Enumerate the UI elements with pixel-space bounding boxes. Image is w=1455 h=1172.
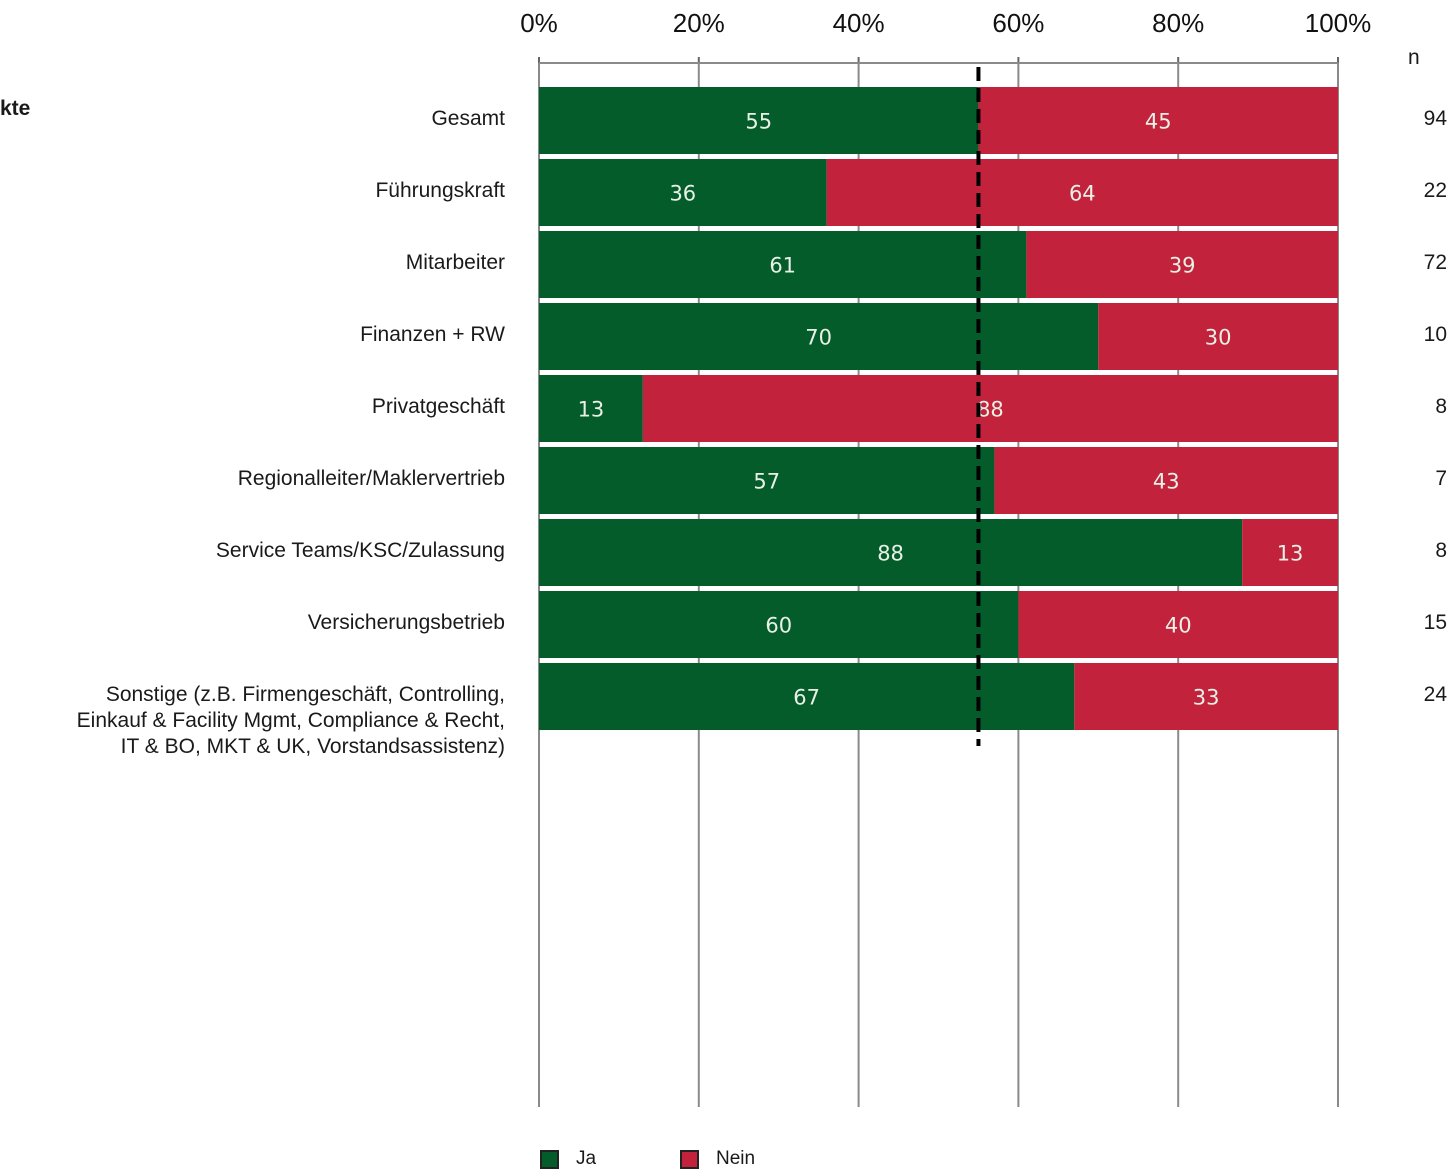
data-label-ja: 88: [877, 542, 904, 566]
category-label: Mitarbeiter: [406, 251, 505, 274]
legend-item-nein: Nein: [680, 1148, 755, 1170]
category-label-line: Service Teams/KSC/Zulassung: [216, 539, 505, 562]
category-label-line: Führungskraft: [375, 179, 505, 202]
category-label-line: Mitarbeiter: [406, 251, 505, 274]
legend-swatch-ja: [540, 1149, 559, 1169]
data-label-nein: 33: [1193, 686, 1220, 710]
x-tick-label: 20%: [673, 8, 725, 38]
x-tick-label: 80%: [1152, 8, 1204, 38]
bar-nein: [826, 159, 1338, 226]
data-label-nein: 43: [1153, 470, 1180, 494]
data-label-nein: 45: [1145, 110, 1172, 134]
category-label: Privatgeschäft: [372, 395, 505, 418]
data-label-ja: 67: [793, 686, 820, 710]
n-value: 72: [1424, 251, 1447, 274]
category-label: Finanzen + RW: [360, 323, 505, 346]
x-tick-label: 0%: [520, 8, 558, 38]
n-value: 8: [1435, 539, 1447, 562]
legend-label-ja: Ja: [576, 1148, 597, 1169]
category-label-line: IT & BO, MKT & UK, Vorstandsassistenz): [121, 735, 505, 758]
category-label-line: Sonstige (z.B. Firmengeschäft, Controlli…: [106, 683, 505, 706]
category-label-line: Privatgeschäft: [372, 395, 505, 418]
bar-ja: [539, 375, 643, 442]
legend-swatch-nein: [680, 1149, 699, 1169]
bar-ja: [539, 591, 1019, 658]
n-value: 15: [1424, 611, 1447, 634]
data-label-ja: 36: [669, 182, 696, 206]
data-label-nein: 40: [1165, 614, 1192, 638]
bar-ja: [539, 519, 1243, 586]
category-label-line: Versicherungsbetrieb: [308, 611, 505, 634]
data-label-ja: 55: [745, 110, 772, 134]
category-label: Regionalleiter/Maklervertrieb: [238, 467, 505, 490]
section-label: kte: [0, 97, 31, 120]
n-value: 22: [1424, 179, 1447, 202]
n-value: 94: [1424, 107, 1448, 130]
n-column-header: n: [1408, 46, 1420, 69]
category-label: Service Teams/KSC/Zulassung: [216, 539, 505, 562]
bar-ja: [539, 303, 1099, 370]
bar-ja: [539, 159, 827, 226]
x-tick-label: 100%: [1305, 8, 1372, 38]
bar-ja: [539, 231, 1027, 298]
data-label-ja: 13: [578, 398, 605, 422]
n-value: 7: [1435, 467, 1447, 490]
category-label-line: Einkauf & Facility Mgmt, Compliance & Re…: [77, 709, 505, 732]
data-label-nein: 13: [1277, 542, 1304, 566]
data-label-ja: 70: [805, 326, 832, 350]
category-label-line: Regionalleiter/Maklervertrieb: [238, 467, 505, 490]
bar-ja: [539, 87, 979, 154]
bar-nein: [1074, 663, 1338, 730]
category-label-line: Gesamt: [431, 107, 505, 130]
n-value: 8: [1435, 395, 1447, 418]
bar-nein: [1018, 591, 1338, 658]
data-label-nein: 39: [1169, 254, 1196, 278]
bar-nein: [642, 375, 1338, 442]
data-label-ja: 61: [769, 254, 796, 278]
x-tick-label: 60%: [992, 8, 1044, 38]
data-label-nein: 30: [1205, 326, 1232, 350]
bar-ja: [539, 447, 995, 514]
bar-nein: [1242, 519, 1338, 586]
bar-nein: [1026, 231, 1338, 298]
n-value: 24: [1424, 683, 1448, 706]
bar-nein: [978, 87, 1338, 154]
category-label: Führungskraft: [375, 179, 505, 202]
x-tick-label: 40%: [833, 8, 885, 38]
data-label-ja: 60: [765, 614, 792, 638]
data-label-nein: 64: [1069, 182, 1096, 206]
category-label: Gesamt: [431, 107, 505, 130]
category-label: Versicherungsbetrieb: [308, 611, 505, 634]
legend-label-nein: Nein: [716, 1148, 756, 1169]
bar-nein: [1098, 303, 1338, 370]
data-label-nein: 88: [977, 398, 1004, 422]
data-label-ja: 57: [753, 470, 780, 494]
category-label-line: Finanzen + RW: [360, 323, 505, 346]
legend-item-ja: Ja: [540, 1148, 596, 1170]
bar-nein: [994, 447, 1338, 514]
n-value: 10: [1424, 323, 1447, 346]
bar-ja: [539, 663, 1075, 730]
category-label: Sonstige (z.B. Firmengeschäft, Controlli…: [77, 683, 505, 758]
